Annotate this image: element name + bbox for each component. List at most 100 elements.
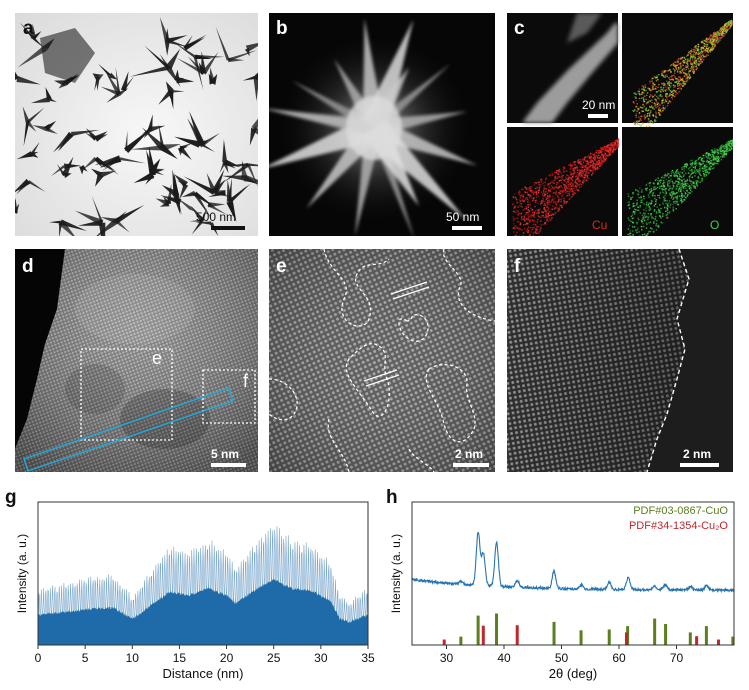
eds-pixel	[700, 156, 702, 158]
eds-pixel	[721, 28, 724, 30]
eds-pixel	[539, 208, 541, 210]
eds-pixel	[537, 191, 540, 194]
eds-pixel	[665, 214, 667, 216]
eds-pixel	[595, 151, 598, 154]
roi-box-e	[80, 348, 173, 441]
eds-pixel	[632, 109, 634, 112]
eds-pixel	[643, 100, 646, 103]
eds-pixel	[640, 126, 642, 128]
eds-pixel	[709, 39, 711, 41]
eds-pixel	[614, 149, 616, 151]
eds-pixel	[655, 100, 657, 102]
eds-pixel	[543, 207, 545, 210]
eds-pixel	[653, 222, 655, 224]
eds-pixel	[608, 146, 611, 148]
eds-pixel	[602, 160, 604, 162]
eds-pixel	[690, 160, 692, 162]
eds-pixel	[713, 36, 715, 38]
eds-pixel	[690, 63, 693, 66]
nanostar-needle	[180, 192, 196, 198]
eds-pixel	[637, 209, 639, 211]
eds-pixel	[651, 121, 653, 123]
eds-pixel	[563, 189, 565, 191]
eds-pixel	[712, 38, 715, 40]
eds-pixel	[586, 167, 589, 169]
eds-pixel	[555, 205, 558, 207]
eds-pixel	[596, 160, 598, 162]
eds-pixel	[658, 180, 661, 182]
nanostar-needle	[133, 172, 155, 184]
eds-pixel	[683, 75, 686, 77]
eds-pixel	[705, 54, 708, 56]
eds-pixel	[717, 157, 719, 159]
eds-pixel	[688, 74, 691, 77]
eds-pixel	[675, 66, 677, 69]
eds-pixel	[612, 141, 614, 144]
eds-pixel	[689, 57, 692, 59]
eds-pixel	[703, 175, 705, 177]
eds-pixel	[724, 30, 727, 32]
eds-pixel	[661, 202, 664, 204]
eds-pixel	[709, 161, 711, 164]
eds-pixel	[566, 170, 568, 172]
eds-pixel	[697, 163, 700, 165]
eds-pixel	[643, 225, 645, 228]
eds-pixel	[695, 182, 698, 184]
eds-pixel	[640, 219, 643, 222]
eds-pixel	[560, 198, 563, 201]
eds-pixel	[678, 188, 680, 190]
eds-pixel	[686, 80, 689, 82]
eds-pixel	[566, 190, 569, 193]
eds-pixel	[569, 191, 571, 193]
eds-pixel	[565, 202, 567, 205]
eds-pixel	[709, 37, 711, 39]
eds-pixel	[706, 164, 708, 166]
eds-pixel	[668, 82, 671, 84]
eds-pixel	[632, 191, 634, 194]
nanostar-needle	[15, 203, 20, 214]
eds-pixel	[590, 155, 592, 158]
eds-pixel	[582, 171, 584, 173]
nanostar-needle	[115, 204, 145, 224]
eds-pixel	[616, 146, 618, 148]
eds-pixel	[667, 95, 669, 97]
eds-pixel	[662, 215, 664, 217]
eds-pixel	[532, 191, 535, 194]
eds-pixel	[668, 202, 670, 204]
eds-pixel	[693, 72, 695, 74]
eds-pixel	[640, 197, 642, 199]
eds-pixel	[655, 77, 657, 79]
eds-pixel	[526, 198, 529, 200]
eds-pixel	[699, 170, 701, 172]
eds-pixel	[648, 206, 650, 208]
eds-pixel	[709, 154, 711, 157]
eds-pixel	[557, 177, 559, 179]
eds-pixel	[538, 212, 540, 214]
eds-pixel	[723, 155, 725, 158]
eds-pixel	[561, 204, 563, 207]
eds-pixel	[728, 143, 730, 145]
eds-pixel	[670, 172, 673, 175]
eds-pixel	[608, 149, 610, 152]
eds-pixel	[661, 74, 663, 76]
eds-pixel	[673, 95, 676, 98]
eds-pixel	[680, 62, 682, 64]
eds-pixel	[582, 179, 585, 181]
eds-pixel	[695, 65, 697, 68]
eds-pixel	[697, 176, 699, 179]
eds-pixel	[685, 184, 687, 187]
eds-pixel	[522, 188, 524, 191]
eds-pixel	[665, 86, 667, 88]
eds-pixel	[576, 166, 579, 169]
eds-pixel	[652, 231, 655, 234]
eds-pixel	[665, 88, 668, 91]
eds-pixel	[522, 218, 524, 220]
eds-pixel	[654, 188, 656, 190]
eds-pixel	[655, 113, 657, 115]
eds-pixel	[719, 30, 721, 33]
eds-pixel	[537, 215, 539, 217]
eds-pixel	[720, 37, 723, 39]
eds-pixel	[631, 220, 633, 223]
eds-pixel	[702, 50, 705, 52]
eds-pixel	[658, 73, 660, 76]
